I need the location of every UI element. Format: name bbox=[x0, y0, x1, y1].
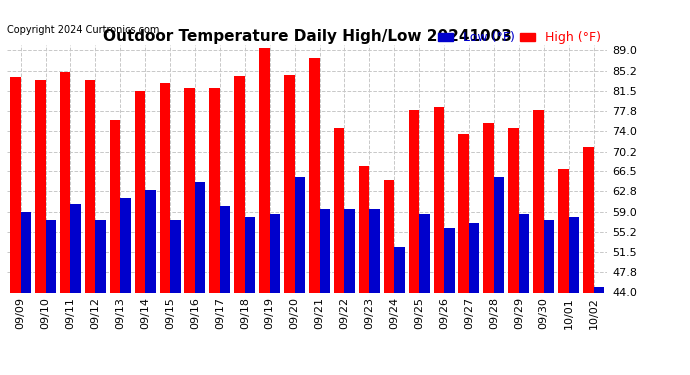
Bar bbox=[209, 88, 220, 375]
Bar bbox=[494, 177, 504, 375]
Text: Copyright 2024 Curtronics.com: Copyright 2024 Curtronics.com bbox=[7, 25, 159, 35]
Bar bbox=[235, 76, 245, 375]
Bar bbox=[159, 82, 170, 375]
Bar bbox=[509, 128, 519, 375]
Bar bbox=[35, 80, 46, 375]
Bar bbox=[569, 217, 579, 375]
Bar bbox=[583, 147, 593, 375]
Bar bbox=[558, 169, 569, 375]
Bar bbox=[433, 107, 444, 375]
Bar bbox=[10, 77, 21, 375]
Bar bbox=[46, 220, 56, 375]
Bar bbox=[408, 110, 419, 375]
Bar bbox=[284, 75, 295, 375]
Bar bbox=[295, 177, 305, 375]
Bar bbox=[519, 214, 529, 375]
Title: Outdoor Temperature Daily High/Low 20241003: Outdoor Temperature Daily High/Low 20241… bbox=[103, 29, 511, 44]
Bar bbox=[245, 217, 255, 375]
Bar bbox=[110, 120, 120, 375]
Bar bbox=[444, 228, 455, 375]
Bar bbox=[544, 220, 554, 375]
Bar bbox=[484, 123, 494, 375]
Bar bbox=[120, 198, 130, 375]
Bar bbox=[384, 180, 394, 375]
Bar bbox=[184, 88, 195, 375]
Bar bbox=[369, 209, 380, 375]
Bar bbox=[195, 182, 206, 375]
Bar bbox=[394, 247, 405, 375]
Bar bbox=[135, 91, 145, 375]
Bar bbox=[593, 287, 604, 375]
Bar bbox=[533, 110, 544, 375]
Bar bbox=[270, 214, 280, 375]
Bar bbox=[419, 214, 430, 375]
Bar bbox=[21, 212, 31, 375]
Bar bbox=[344, 209, 355, 375]
Bar bbox=[85, 80, 95, 375]
Bar bbox=[469, 222, 480, 375]
Bar bbox=[95, 220, 106, 375]
Bar bbox=[170, 220, 181, 375]
Bar bbox=[359, 166, 369, 375]
Bar bbox=[259, 48, 270, 375]
Bar bbox=[145, 190, 156, 375]
Legend: Low (°F), High (°F): Low (°F), High (°F) bbox=[438, 32, 601, 45]
Bar bbox=[309, 58, 319, 375]
Bar bbox=[458, 134, 469, 375]
Bar bbox=[319, 209, 330, 375]
Bar bbox=[70, 204, 81, 375]
Bar bbox=[60, 72, 70, 375]
Bar bbox=[220, 206, 230, 375]
Bar bbox=[334, 128, 344, 375]
